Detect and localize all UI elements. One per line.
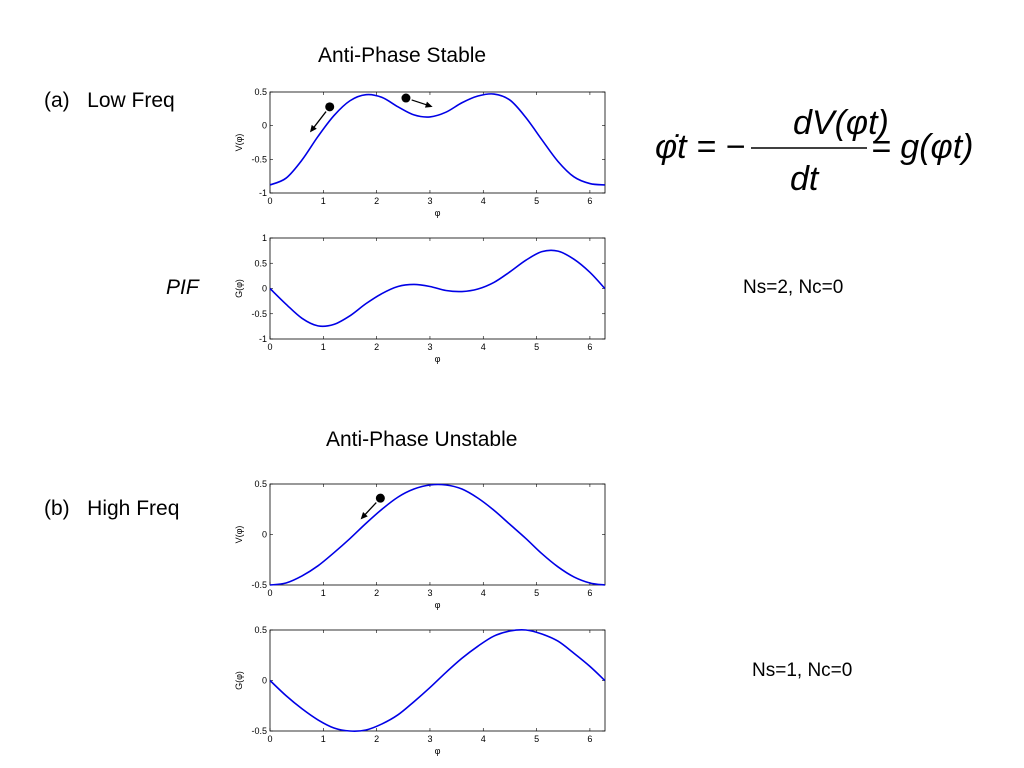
section-a-label: (a) Low Freq bbox=[44, 89, 175, 112]
x-tick-label: 0 bbox=[267, 734, 272, 744]
section-b-title: Anti-Phase Unstable bbox=[326, 428, 518, 451]
equation-svg: φ̇t = − dV(φt) dt = g(φt) bbox=[655, 104, 973, 198]
arrow-shaft bbox=[362, 502, 377, 517]
chart-low-freq-potential: 0 1 2 3 4 5 6 -1 -0.5 0 0.5 φ V(φ) bbox=[234, 87, 606, 218]
equation-lhs: φ̇t = − bbox=[655, 128, 745, 166]
y-axis-label: V(φ) bbox=[234, 134, 244, 152]
arrow-head bbox=[360, 512, 368, 520]
y-tick-label: 0 bbox=[262, 530, 267, 540]
x-tick-label: 5 bbox=[534, 588, 539, 598]
x-tick-label: 4 bbox=[481, 342, 486, 352]
x-axis-label: φ bbox=[435, 600, 441, 610]
x-tick-label: 6 bbox=[587, 734, 592, 744]
x-tick-label: 1 bbox=[321, 196, 326, 206]
x-tick-label: 1 bbox=[321, 588, 326, 598]
y-tick-label: -0.5 bbox=[251, 726, 267, 736]
x-tick-label: 2 bbox=[374, 588, 379, 598]
chart-high-freq-potential: 0 1 2 3 4 5 6-0.500.5φV(φ) bbox=[234, 479, 606, 610]
x-tick-label: 3 bbox=[427, 342, 432, 352]
y-tick-label: 0.5 bbox=[254, 87, 267, 97]
y-tick-label: 0.5 bbox=[254, 258, 267, 268]
x-tick-label: 1 bbox=[321, 342, 326, 352]
y-axis-label: G(φ) bbox=[234, 671, 244, 690]
x-axis-label: φ bbox=[435, 208, 441, 218]
x-tick-label: 5 bbox=[534, 342, 539, 352]
plot-frame bbox=[269, 483, 606, 586]
y-tick-label: 0 bbox=[262, 121, 267, 131]
x-tick-label: 4 bbox=[481, 734, 486, 744]
x-tick-label: 5 bbox=[534, 196, 539, 206]
y-tick-label: -1 bbox=[259, 188, 267, 198]
series-line-0 bbox=[269, 249, 606, 328]
chart-low-freq-coupling: 0 1 2 3 4 5 6 -1 -0.5 0 0.5 1 φ G(φ) bbox=[234, 233, 606, 364]
ball-marker bbox=[401, 93, 411, 103]
y-axis-label: V(φ) bbox=[234, 526, 244, 544]
y-tick-label: 0 bbox=[262, 676, 267, 686]
x-axis-label: φ bbox=[435, 746, 441, 756]
x-tick-label: 3 bbox=[427, 196, 432, 206]
y-axis-label: G(φ) bbox=[234, 279, 244, 298]
x-axis-label: φ bbox=[435, 354, 441, 364]
y-tick-label: -1 bbox=[259, 334, 267, 344]
x-tick-label: 5 bbox=[534, 734, 539, 744]
x-tick-label: 4 bbox=[481, 588, 486, 598]
x-tick-label: 4 bbox=[481, 196, 486, 206]
arrow-shaft bbox=[311, 111, 327, 130]
equation-denominator: dt bbox=[790, 160, 820, 198]
x-tick-label: 0 bbox=[267, 588, 272, 598]
y-tick-label: 0.5 bbox=[254, 625, 267, 635]
chart-high-freq-coupling: 0 1 2 3 4 5 6-0.500.5φG(φ) bbox=[234, 625, 606, 756]
equation-numerator: dV(φt) bbox=[793, 104, 889, 142]
x-tick-label: 6 bbox=[587, 342, 592, 352]
x-tick-label: 2 bbox=[374, 342, 379, 352]
series-line-0 bbox=[269, 93, 605, 186]
equation-rhs: = g(φt) bbox=[871, 128, 973, 166]
x-tick-label: 2 bbox=[374, 734, 379, 744]
arrow-head bbox=[309, 124, 317, 133]
x-tick-label: 6 bbox=[587, 588, 592, 598]
arrow-shaft bbox=[411, 99, 430, 107]
plot-frame bbox=[269, 91, 606, 194]
y-tick-label: -0.5 bbox=[251, 309, 267, 319]
x-tick-label: 3 bbox=[427, 588, 432, 598]
pif-label: PIF bbox=[166, 276, 199, 299]
ball-marker bbox=[325, 102, 335, 112]
y-tick-label: 1 bbox=[262, 233, 267, 243]
arrow-head bbox=[424, 101, 433, 108]
section-b-label: (b) High Freq bbox=[44, 497, 180, 520]
x-tick-label: 1 bbox=[321, 734, 326, 744]
x-tick-label: 0 bbox=[267, 196, 272, 206]
y-tick-label: -0.5 bbox=[251, 580, 267, 590]
series-line-0 bbox=[269, 629, 606, 732]
section-b-stats: Ns=1, Nc=0 bbox=[752, 660, 853, 681]
y-tick-label: 0 bbox=[262, 284, 267, 294]
ball-marker bbox=[375, 493, 385, 503]
section-a-title: Anti-Phase Stable bbox=[318, 44, 487, 67]
x-tick-label: 3 bbox=[427, 734, 432, 744]
x-tick-label: 6 bbox=[587, 196, 592, 206]
series-line-0 bbox=[269, 483, 605, 586]
y-tick-label: -0.5 bbox=[251, 154, 267, 164]
y-tick-label: 0.5 bbox=[254, 479, 267, 489]
section-a-stats: Ns=2, Nc=0 bbox=[743, 277, 844, 298]
x-tick-label: 2 bbox=[374, 196, 379, 206]
x-tick-label: 0 bbox=[267, 342, 272, 352]
